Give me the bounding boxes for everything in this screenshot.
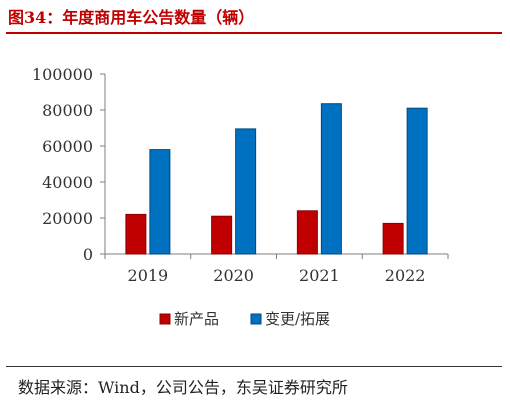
legend-swatch-new-products bbox=[159, 313, 171, 325]
figure-title: 图34：年度商用车公告数量（辆） bbox=[8, 8, 255, 27]
y-tick-label: 20000 bbox=[42, 209, 93, 228]
x-tick-label: 2021 bbox=[299, 266, 340, 285]
bar-new-products bbox=[125, 213, 147, 255]
y-tick-group: 0 20000 40000 60000 80000 100000 bbox=[32, 65, 105, 264]
bar-change-extend bbox=[320, 103, 342, 255]
bar-new-products bbox=[296, 210, 318, 255]
legend-label-change-extend: 变更/拓展 bbox=[265, 310, 330, 328]
bar-group bbox=[125, 103, 428, 255]
y-tick-label: 0 bbox=[83, 245, 93, 264]
y-axis: 0 20000 40000 60000 80000 100000 bbox=[32, 65, 106, 264]
y-tick-label: 40000 bbox=[42, 173, 93, 192]
y-tick-label: 60000 bbox=[42, 137, 93, 156]
bar-chart: 0 20000 40000 60000 80000 100000 2019 2020 2021… bbox=[32, 65, 449, 328]
x-tick-label: 2019 bbox=[128, 266, 169, 285]
title-rule bbox=[6, 32, 502, 34]
source-rule bbox=[6, 366, 502, 367]
x-tick-label: 2020 bbox=[213, 266, 254, 285]
x-axis: 2019 2020 2021 2022 bbox=[104, 253, 449, 285]
legend-swatch-change-extend bbox=[250, 313, 262, 325]
bar-change-extend bbox=[406, 107, 428, 255]
bar-change-extend bbox=[235, 128, 257, 255]
legend-label-new-products: 新产品 bbox=[174, 310, 219, 328]
bar-change-extend bbox=[149, 149, 171, 255]
bar-new-products bbox=[382, 222, 404, 255]
y-tick-label: 100000 bbox=[32, 65, 93, 84]
x-tick-group: 2019 2020 2021 2022 bbox=[104, 254, 449, 285]
x-tick-label: 2022 bbox=[385, 266, 426, 285]
legend: 新产品 变更/拓展 bbox=[159, 310, 330, 328]
y-tick-label: 80000 bbox=[42, 101, 93, 120]
bar-new-products bbox=[211, 215, 233, 255]
source-note: 数据来源：Wind，公司公告，东吴证券研究所 bbox=[18, 378, 348, 397]
